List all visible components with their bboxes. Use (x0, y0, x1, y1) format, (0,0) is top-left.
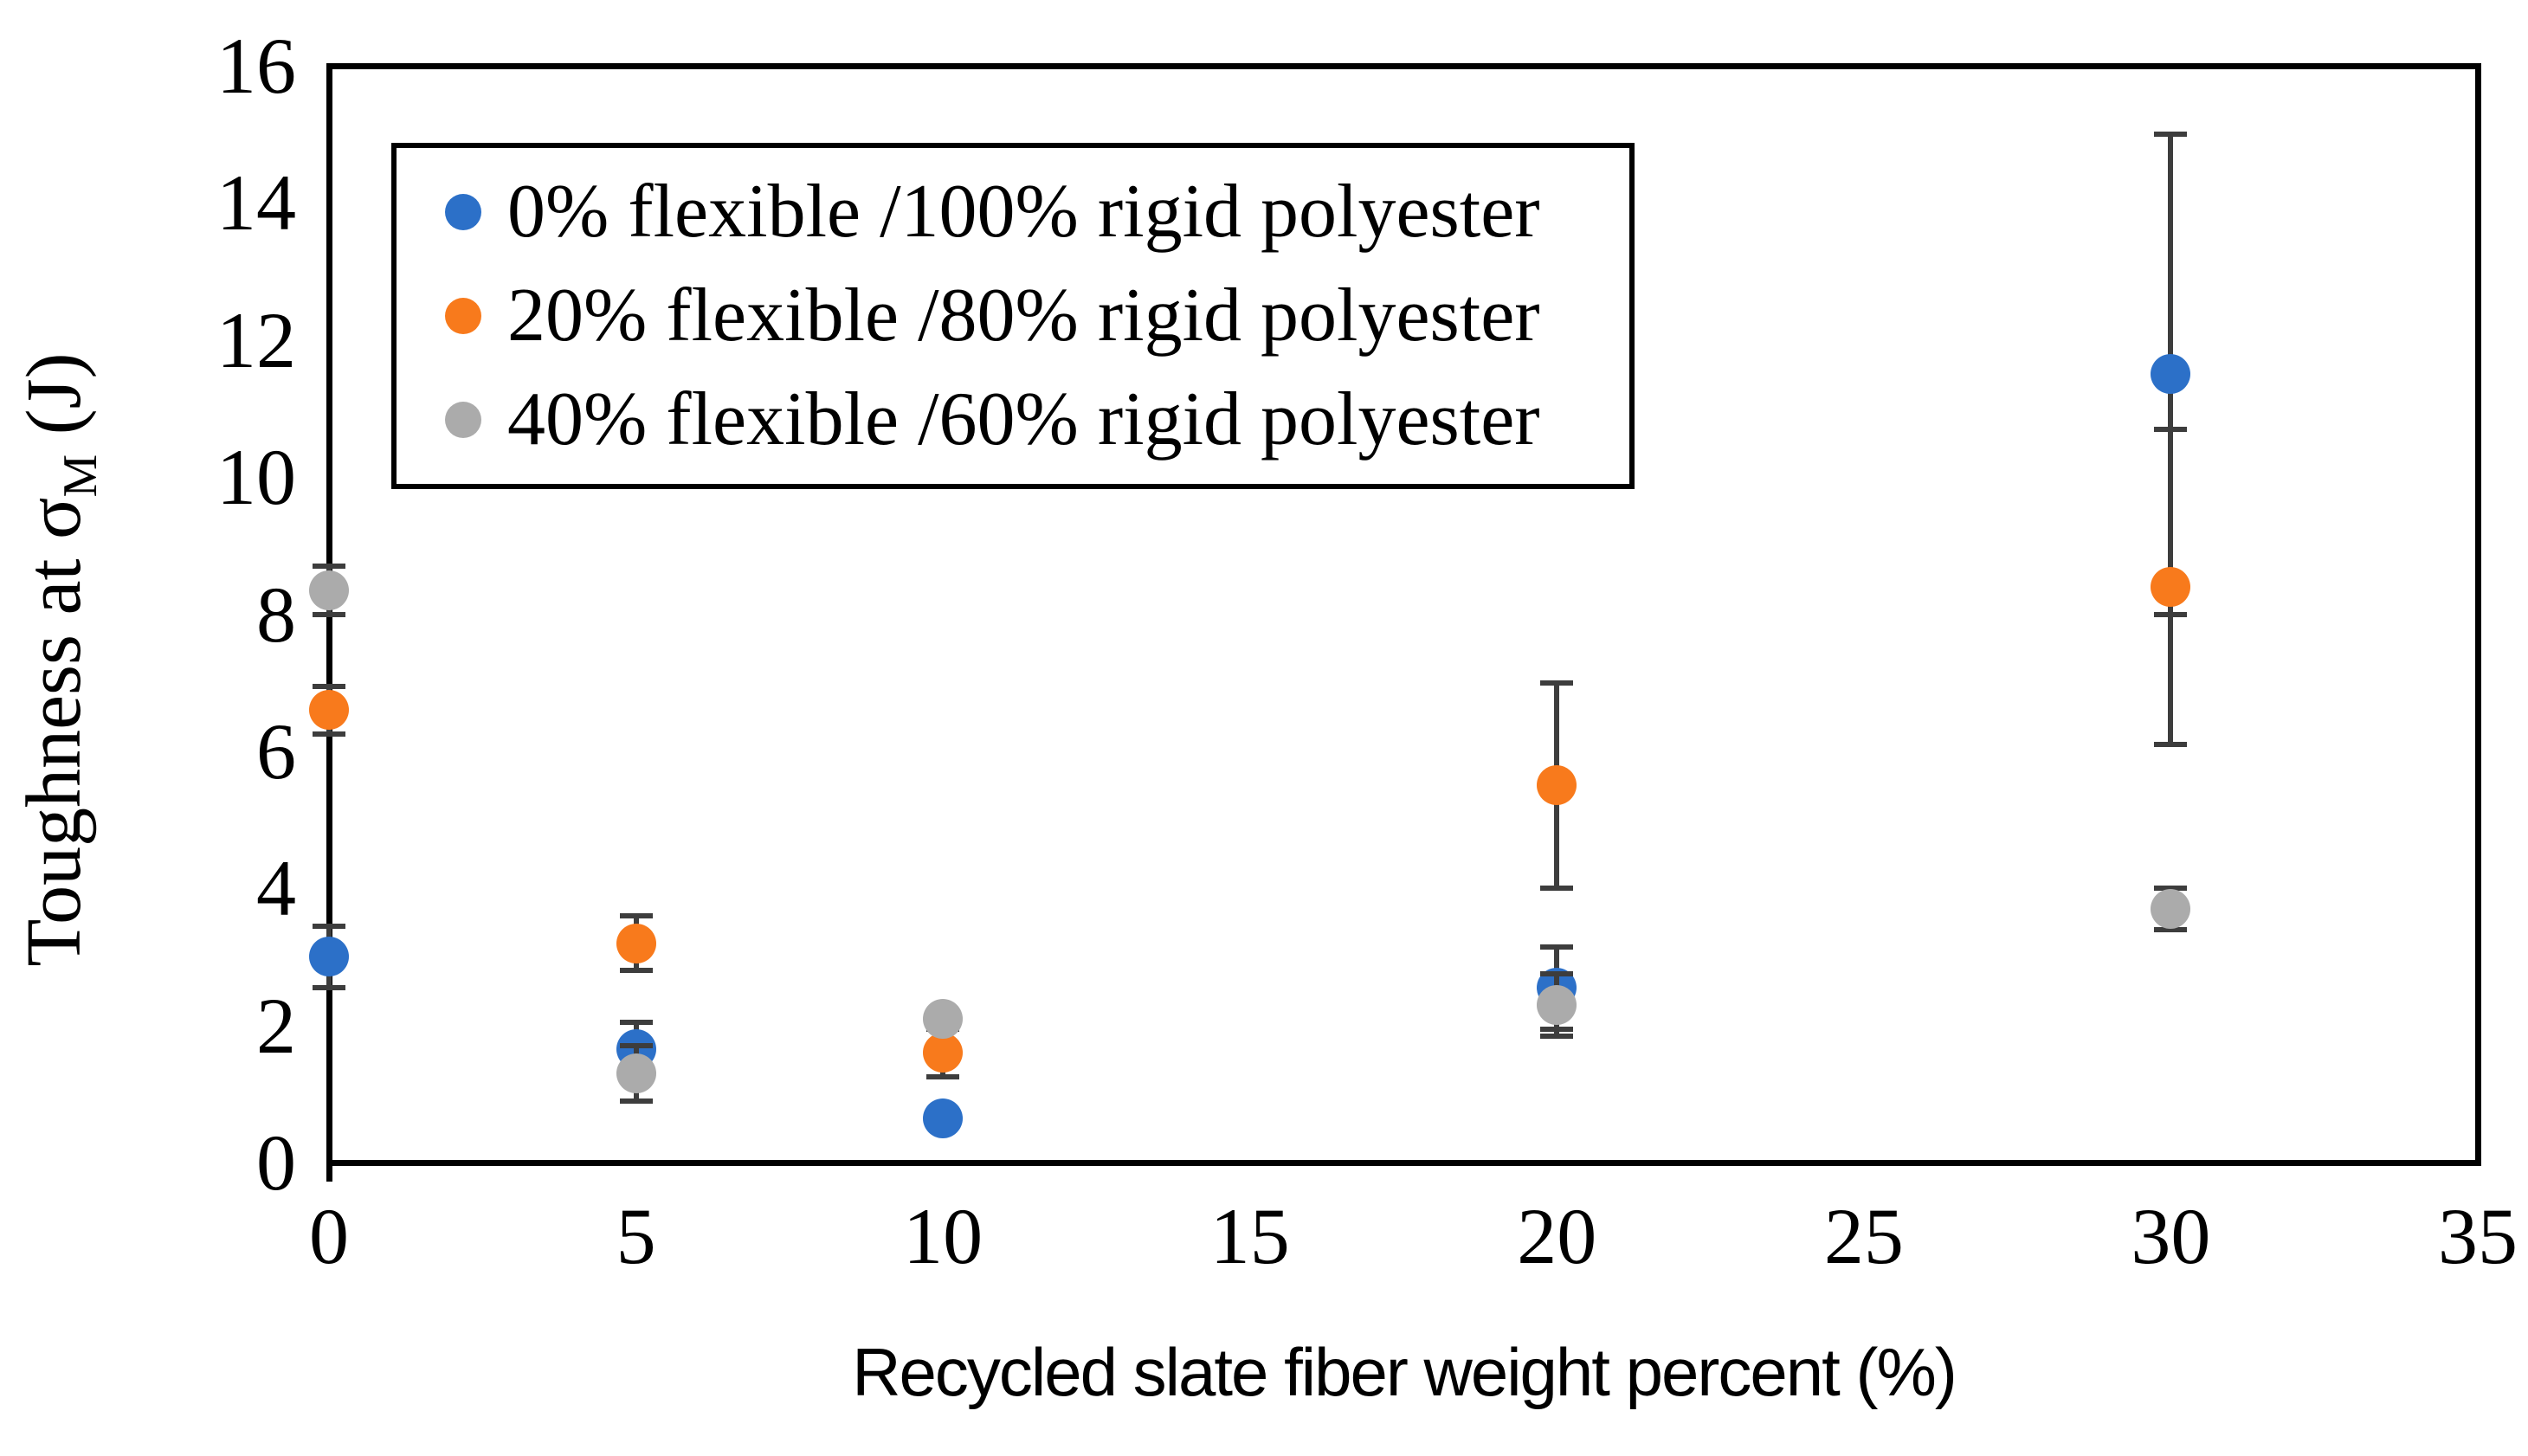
error-bar-cap-top (313, 564, 345, 570)
legend: 0% flexible /100% rigid polyester 20% fl… (391, 143, 1635, 489)
legend-label: 0% flexible /100% rigid polyester (507, 170, 1540, 254)
error-bar-cap-top (2154, 426, 2188, 432)
error-bar-cap-bottom (2154, 741, 2188, 747)
data-point-marker (2151, 354, 2191, 395)
legend-label: 20% flexible /80% rigid polyester (507, 274, 1540, 358)
x-axis-title: Recycled slate fiber weight percent (%) (852, 1334, 1957, 1410)
x-tick-label: 20 (1517, 1192, 1597, 1280)
data-point-marker (2151, 566, 2191, 607)
legend-marker-orange-icon (445, 298, 481, 334)
data-point-marker (923, 1098, 964, 1138)
error-bar-cap-bottom (619, 1098, 653, 1104)
y-tick-label: 2 (256, 981, 296, 1070)
data-point-marker (616, 1053, 656, 1094)
error-bar-cap-bottom (926, 1074, 960, 1080)
data-point-marker (923, 1033, 964, 1073)
error-bar-cap-bottom (2154, 926, 2188, 932)
y-tick-label: 12 (216, 295, 296, 384)
error-bar-cap-bottom (619, 968, 653, 974)
legend-marker-blue-icon (445, 194, 481, 230)
data-point-marker (923, 998, 964, 1039)
error-bar-cap-top (2154, 886, 2188, 892)
y-axis-title-units: (J) (11, 352, 97, 454)
x-tick-label: 25 (1823, 1192, 1904, 1280)
error-bar-cap-bottom (313, 731, 345, 738)
y-tick-label: 4 (256, 844, 296, 933)
error-bar-cap-top (1540, 971, 1574, 977)
data-point-marker (309, 937, 349, 977)
error-bar-cap-top (619, 912, 653, 918)
legend-label: 40% flexible /60% rigid polyester (507, 377, 1540, 461)
y-axis-title-subscript: M (54, 454, 107, 498)
x-tick-label: 15 (1209, 1192, 1290, 1280)
x-tick-label: 35 (2438, 1192, 2518, 1280)
error-bar-cap-top (1540, 680, 1574, 686)
legend-marker-gray-icon (445, 402, 481, 438)
y-axis-title: Toughness at σM (J) (10, 352, 108, 966)
x-axis-origin-tick (326, 1163, 332, 1182)
y-tick-label: 16 (216, 22, 296, 110)
error-bar-cap-top (619, 1043, 653, 1049)
data-point-marker (309, 570, 349, 610)
y-tick-label: 8 (256, 570, 296, 659)
legend-entry: 20% flexible /80% rigid polyester (445, 276, 1629, 356)
error-bar-cap-bottom (313, 611, 345, 617)
error-bar-cap-top (313, 923, 345, 929)
error-bar-cap-top (1540, 944, 1574, 950)
x-tick-label: 5 (616, 1192, 656, 1280)
data-point-marker (2151, 889, 2191, 929)
x-tick-label: 10 (903, 1192, 983, 1280)
legend-entry: 0% flexible /100% rigid polyester (445, 172, 1629, 252)
y-tick-label: 6 (256, 706, 296, 796)
y-tick-label: 14 (216, 158, 296, 248)
x-tick-label: 30 (2131, 1192, 2211, 1280)
data-point-marker (309, 690, 349, 731)
y-axis-title-text: Toughness at σ (11, 497, 97, 967)
data-point-marker (1537, 984, 1577, 1025)
error-bar-cap-bottom (1540, 886, 1574, 892)
data-point-marker (616, 923, 656, 963)
legend-entry: 40% flexible /60% rigid polyester (445, 380, 1629, 460)
y-tick-label: 10 (216, 433, 296, 522)
error-bar-cap-top (619, 1019, 653, 1025)
y-tick-label: 0 (256, 1118, 296, 1207)
data-point-marker (1537, 765, 1577, 806)
error-bar-cap-top (2154, 132, 2188, 138)
error-bar-cap-bottom (313, 985, 345, 991)
error-bar-cap-bottom (1540, 1033, 1574, 1039)
x-tick-label: 0 (309, 1192, 349, 1280)
error-bar-cap-top (313, 683, 345, 689)
